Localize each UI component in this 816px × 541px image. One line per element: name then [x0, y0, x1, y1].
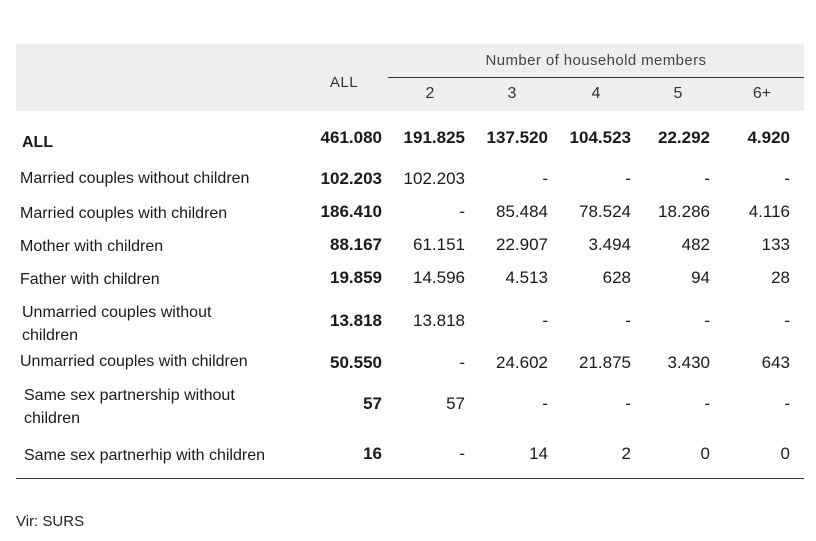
cell-5: -	[704, 311, 710, 330]
cell-5: 94	[691, 268, 710, 287]
cell-6plus: 643	[761, 353, 790, 372]
cell-2: 61.151	[413, 235, 465, 254]
table-bottom-rule	[16, 478, 804, 479]
column-header-2: 2	[425, 85, 435, 102]
row-label: Same sex partnerhip with children	[24, 447, 266, 464]
column-header-4: 4	[591, 85, 601, 102]
row-total: 461.080	[320, 128, 382, 147]
cell-3: 137.520	[486, 128, 548, 147]
cell-5: 18.286	[658, 202, 710, 221]
cell-3: 24.602	[496, 353, 548, 372]
cell-6plus: 133	[761, 235, 790, 254]
column-header-3: 3	[507, 85, 517, 102]
row-total: 102.203	[320, 169, 382, 188]
cell-2: 57	[446, 394, 465, 413]
cell-2: -	[459, 202, 465, 221]
cell-6plus: 4.920	[747, 128, 790, 147]
cell-3: -	[542, 394, 548, 413]
cell-4: 628	[602, 268, 631, 287]
column-header-6plus: 6+	[752, 85, 772, 102]
row-label: Married couples without children	[20, 170, 250, 187]
row-label: Same sex partnership without children	[24, 387, 235, 427]
cell-4: 104.523	[569, 128, 631, 147]
cell-6plus: -	[784, 394, 790, 413]
cell-5: 0	[700, 444, 710, 463]
row-total: 57	[363, 394, 382, 413]
cell-6plus: -	[784, 169, 790, 188]
cell-5: -	[704, 394, 710, 413]
row-label: ALL	[22, 134, 54, 151]
cell-3: 22.907	[496, 235, 548, 254]
cell-3: 4.513	[505, 268, 548, 287]
cell-2: -	[459, 444, 465, 463]
cell-4: 3.494	[588, 235, 631, 254]
household-members-group-header: Number of household members	[485, 52, 707, 69]
group-header-divider	[388, 77, 804, 78]
household-table: ALL Number of household members 2 3 4 5 …	[16, 44, 804, 464]
cell-5: 22.292	[658, 128, 710, 147]
cell-2: 13.818	[413, 311, 465, 330]
cell-2: 191.825	[403, 128, 465, 147]
cell-4: -	[625, 394, 631, 413]
cell-4: -	[625, 169, 631, 188]
cell-5: 3.430	[667, 353, 710, 372]
row-total: 13.818	[330, 311, 382, 330]
cell-6plus: 28	[771, 268, 790, 287]
cell-5: 482	[681, 235, 710, 254]
row-total: 16	[363, 444, 382, 463]
cell-6plus: 0	[780, 444, 790, 463]
cell-3: 14	[529, 444, 548, 463]
cell-2: -	[459, 353, 465, 372]
column-header-5: 5	[673, 85, 683, 102]
cell-3: -	[542, 311, 548, 330]
row-label: Father with children	[20, 271, 160, 288]
cell-4: 21.875	[579, 353, 631, 372]
row-total: 19.859	[330, 268, 382, 287]
all-column-header: ALL	[329, 74, 359, 91]
cell-2: 14.596	[413, 268, 465, 287]
row-label: Unmarried couples with children	[20, 353, 248, 370]
cell-3: 85.484	[496, 202, 548, 221]
row-total: 186.410	[320, 202, 382, 221]
row-total: 88.167	[330, 235, 382, 254]
cell-2: 102.203	[403, 169, 465, 188]
row-label: Married couples with children	[20, 205, 228, 222]
cell-3: -	[542, 169, 548, 188]
cell-4: -	[625, 311, 631, 330]
row-total: 50.550	[330, 353, 382, 372]
cell-4: 2	[621, 444, 631, 463]
source-note: Vir: SURS	[16, 513, 85, 530]
table-header: ALL Number of household members 2 3 4 5 …	[16, 44, 804, 111]
cell-5: -	[704, 169, 710, 188]
row-label: Mother with children	[20, 238, 164, 255]
cell-4: 78.524	[579, 202, 631, 221]
row-label: Unmarried couples without children	[22, 304, 212, 344]
cell-6plus: 4.116	[748, 202, 790, 221]
cell-6plus: -	[784, 311, 790, 330]
